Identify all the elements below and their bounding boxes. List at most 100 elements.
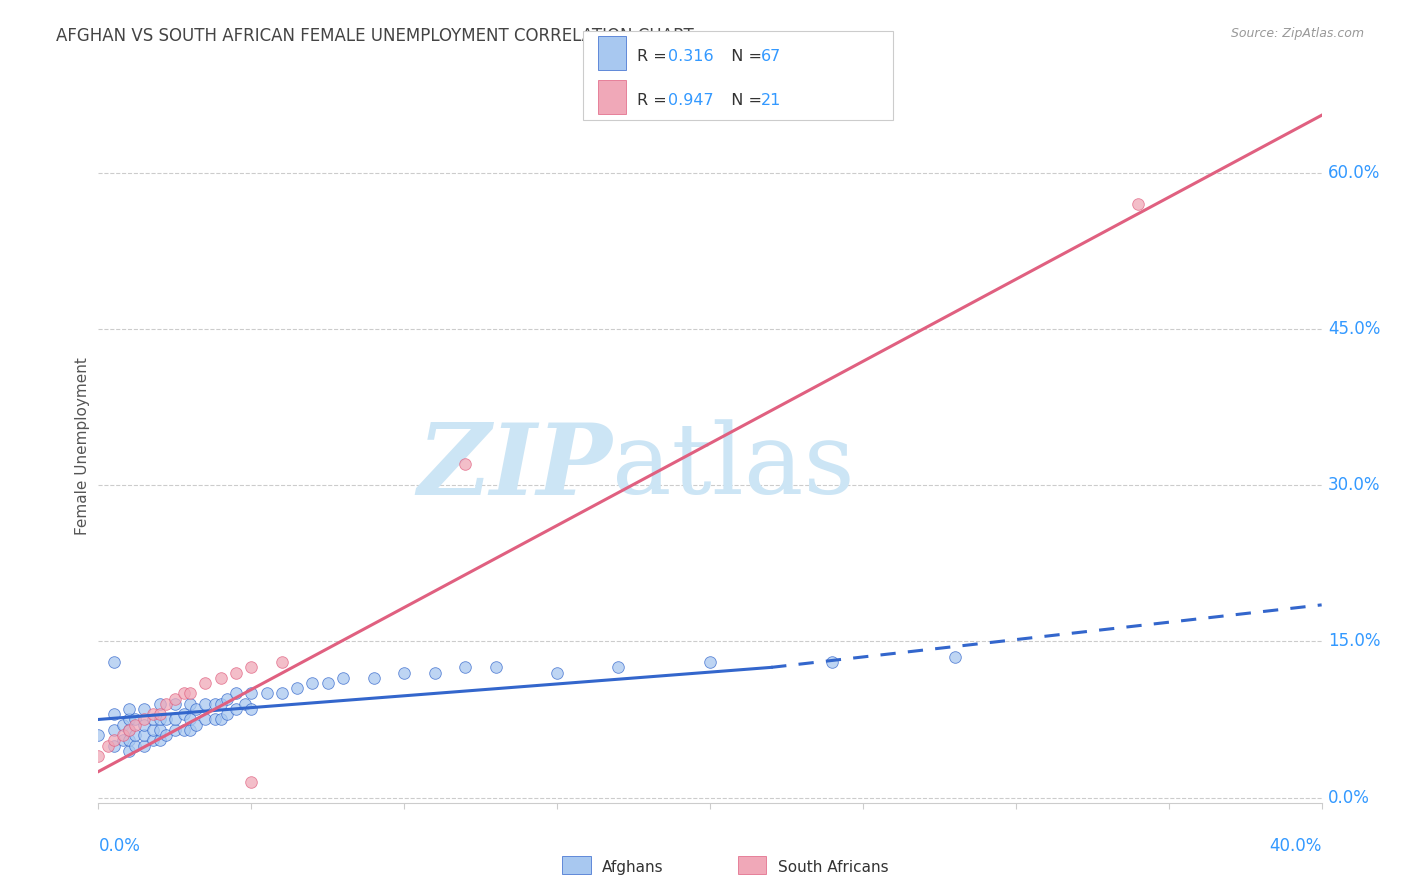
Point (111, 717, 134, 731)
Y-axis label: Female Unemployment: Female Unemployment (75, 357, 90, 535)
Point (142, 707, 165, 722)
Point (134, 717, 156, 731)
Point (215, 691, 238, 706)
Text: ZIP: ZIP (418, 419, 612, 516)
Point (363, 671, 385, 685)
Point (149, 707, 172, 722)
Point (111, 728, 134, 742)
Text: 0.0%: 0.0% (98, 838, 141, 855)
Point (118, 723, 141, 737)
Point (423, 665, 446, 680)
Point (179, 697, 201, 711)
Text: 15.0%: 15.0% (1327, 632, 1381, 650)
Point (173, 707, 195, 722)
Point (155, 713, 177, 727)
Text: 0.0%: 0.0% (1327, 789, 1369, 806)
Point (943, 649, 966, 664)
Point (173, 686, 195, 700)
Point (1128, 196, 1150, 211)
Point (186, 702, 208, 716)
Point (270, 686, 292, 700)
Point (134, 728, 156, 742)
Point (142, 723, 165, 737)
Point (240, 686, 263, 700)
Point (163, 723, 186, 737)
Point (163, 713, 186, 727)
Point (97, 739, 120, 753)
Point (118, 744, 141, 758)
Point (149, 713, 172, 727)
Text: 21: 21 (761, 94, 780, 108)
Text: 67: 67 (761, 49, 780, 63)
Point (546, 665, 568, 680)
Text: 60.0%: 60.0% (1327, 163, 1381, 182)
Point (124, 713, 146, 727)
Point (118, 702, 141, 716)
Point (270, 655, 292, 669)
Point (240, 660, 263, 674)
Point (301, 676, 323, 690)
Point (173, 723, 195, 737)
Point (607, 660, 630, 674)
Text: Afghans: Afghans (602, 860, 664, 874)
Point (186, 717, 208, 731)
Point (204, 713, 226, 727)
Point (454, 457, 477, 471)
Point (118, 713, 141, 727)
Point (149, 733, 172, 747)
Text: atlas: atlas (612, 419, 855, 516)
Point (821, 655, 844, 669)
Text: R =: R = (637, 49, 672, 63)
Text: South Africans: South Africans (778, 860, 889, 874)
Point (103, 723, 125, 737)
Point (179, 686, 201, 700)
Point (103, 733, 125, 747)
Point (149, 723, 172, 737)
Point (699, 655, 721, 669)
Point (209, 713, 232, 727)
Point (204, 697, 226, 711)
Point (149, 697, 172, 711)
Point (134, 702, 156, 716)
Point (103, 739, 125, 753)
Point (209, 671, 232, 685)
Point (111, 733, 134, 747)
Point (124, 728, 146, 742)
Point (103, 655, 125, 669)
Point (87, 728, 110, 742)
Point (155, 728, 177, 742)
Text: 45.0%: 45.0% (1327, 320, 1381, 338)
Point (155, 697, 177, 711)
Point (240, 775, 263, 789)
Point (134, 739, 156, 753)
Point (163, 697, 186, 711)
Point (256, 686, 278, 700)
Point (209, 697, 232, 711)
Point (134, 713, 156, 727)
Text: N =: N = (721, 49, 768, 63)
Point (118, 733, 141, 747)
Point (392, 665, 416, 680)
Text: 40.0%: 40.0% (1270, 838, 1322, 855)
Text: N =: N = (721, 94, 768, 108)
Point (194, 676, 217, 690)
Point (454, 660, 477, 674)
Point (118, 723, 141, 737)
Point (103, 707, 125, 722)
Point (179, 713, 201, 727)
Point (485, 660, 508, 674)
Point (285, 681, 308, 696)
Point (225, 665, 247, 680)
Point (233, 697, 256, 711)
Point (163, 691, 186, 706)
Point (240, 702, 263, 716)
Point (225, 686, 247, 700)
Point (215, 707, 238, 722)
Point (124, 717, 146, 731)
Point (124, 739, 146, 753)
Point (142, 733, 165, 747)
Point (194, 697, 217, 711)
Point (179, 723, 201, 737)
Point (332, 671, 354, 685)
Point (225, 702, 247, 716)
